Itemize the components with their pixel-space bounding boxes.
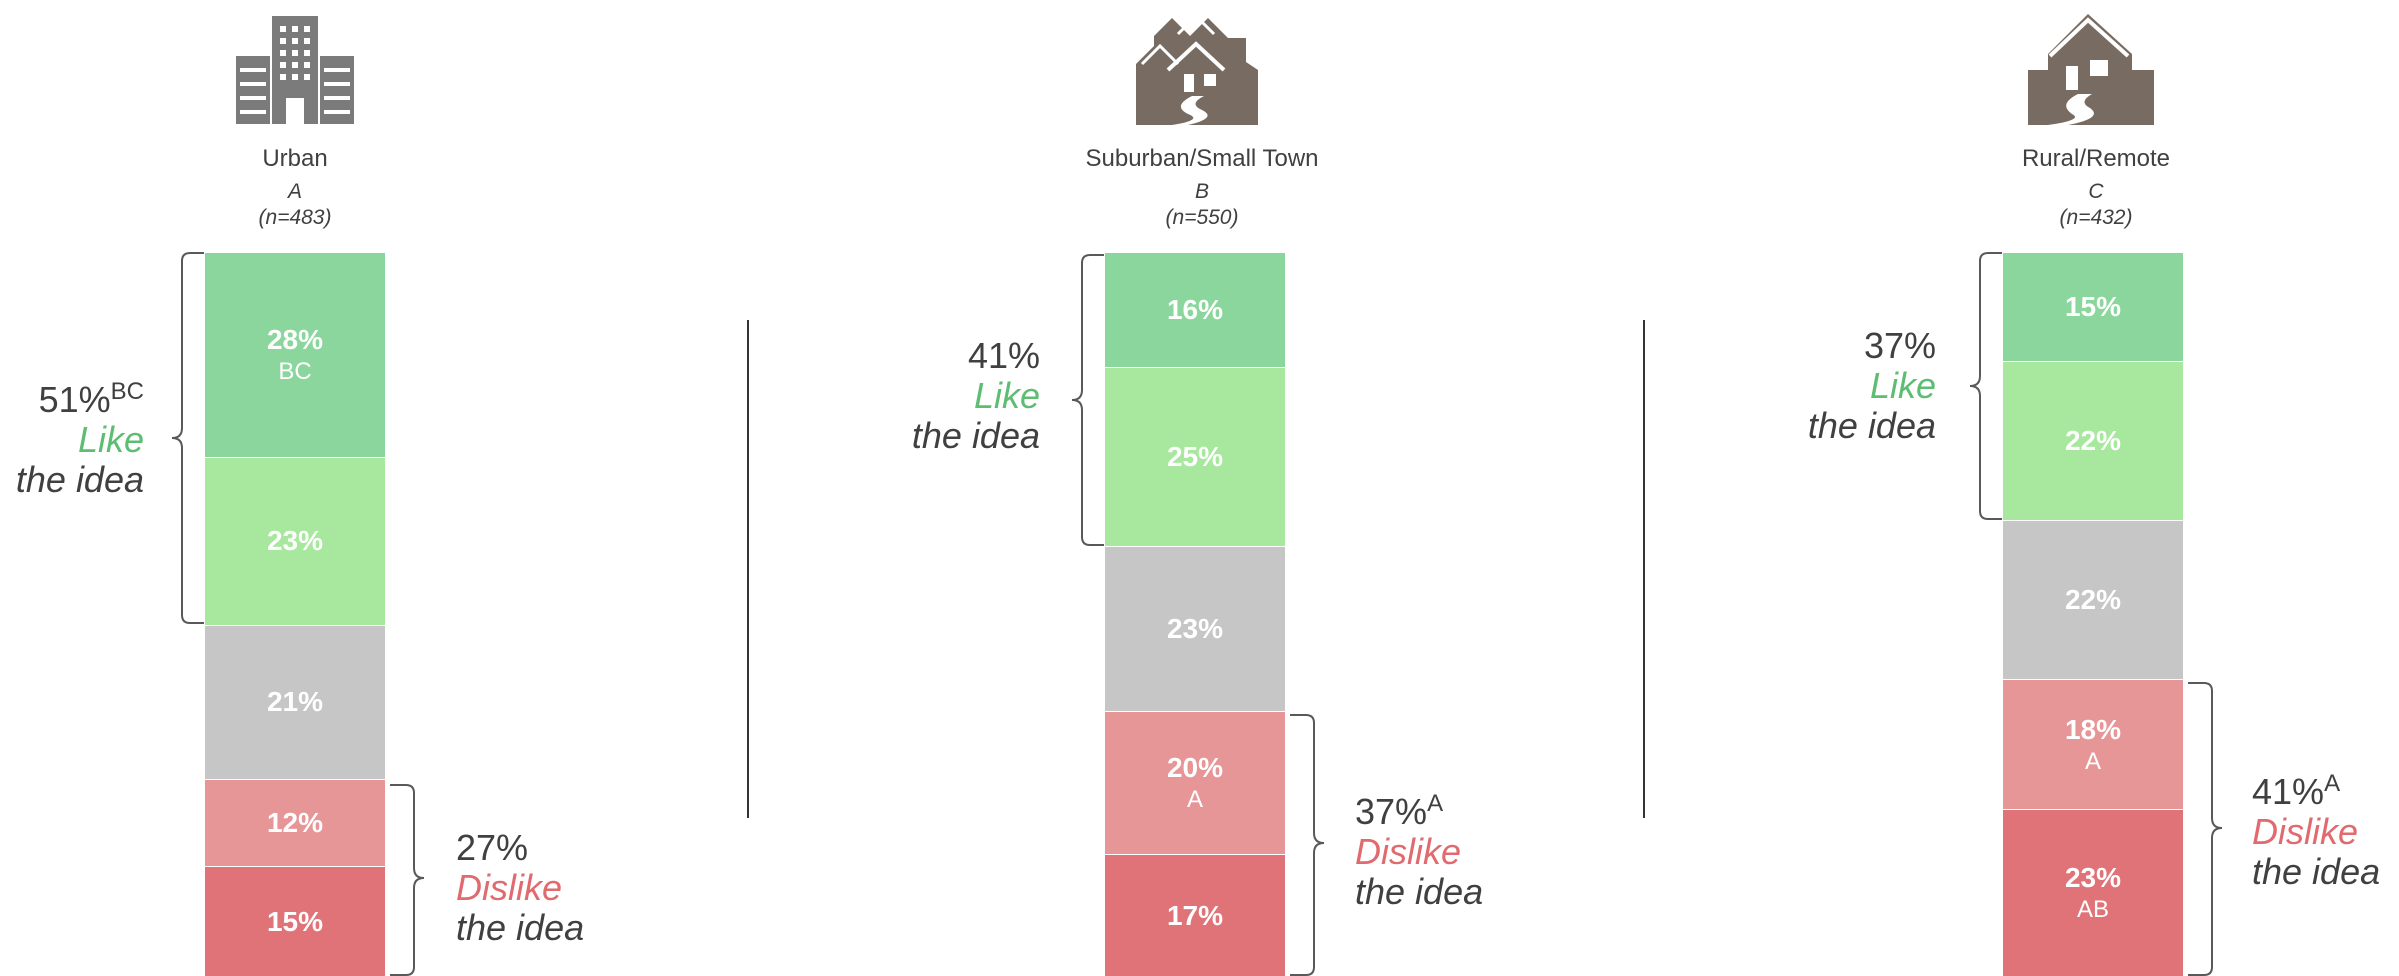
data-label: 16% xyxy=(1166,293,1224,325)
like-summary-label: 37% Like the idea xyxy=(1776,318,1936,446)
like-rest: the idea xyxy=(1807,405,1936,446)
dislike-percent: 37% xyxy=(1355,791,1428,832)
sig-letters: A xyxy=(1186,785,1203,813)
section-divider xyxy=(1643,320,1645,818)
data-label: 22% xyxy=(2064,424,2122,456)
dislike-bracket xyxy=(1290,714,1325,976)
like-summary-label: 41% Like the idea xyxy=(880,328,1040,456)
data-label: 22% xyxy=(2064,584,2122,615)
sig-letters: BC xyxy=(278,357,312,385)
sig-letters: A xyxy=(2084,747,2101,775)
group-sample-size: (n=483) xyxy=(258,206,332,229)
group-letter: C xyxy=(2088,180,2104,203)
group-name: Rural/Remote xyxy=(2021,145,2171,172)
bar-segment-neutral: 23% xyxy=(1105,545,1285,711)
dislike-word: Dislike xyxy=(456,867,563,908)
bar-segment-strongly-like: 15% xyxy=(2003,252,2183,361)
group-letter: B xyxy=(1194,180,1209,203)
data-label: 23% xyxy=(266,525,324,557)
office-building-icon xyxy=(236,16,354,124)
group-sample-size: (n=550) xyxy=(1165,206,1239,229)
bar-segment-strongly-like: 16% xyxy=(1105,252,1285,367)
dislike-percent: 41% xyxy=(2252,771,2325,812)
stacked-bar: 16% 25% 23% 20% A 17% xyxy=(1105,252,1285,976)
dislike-percent: 27% xyxy=(456,827,529,868)
sig-letters: AB xyxy=(2076,896,2109,924)
bar-segment-somewhat-like: 25% xyxy=(1105,366,1285,546)
section-divider xyxy=(747,320,749,818)
data-label: 23% xyxy=(2064,862,2122,894)
group-letter: A xyxy=(287,180,302,203)
dislike-word: Dislike xyxy=(1355,831,1462,872)
stacked-bar: 28% BC 23% 21% 12% 15% xyxy=(205,252,385,976)
like-sig-letters: BC xyxy=(110,378,144,405)
data-label: 15% xyxy=(266,905,324,937)
bar-segment-strongly-like: 28% BC xyxy=(205,252,385,457)
dislike-bracket xyxy=(390,784,425,976)
bar-segment-strongly-dislike: 23% AB xyxy=(2003,809,2183,976)
like-rest: the idea xyxy=(15,459,144,500)
bar-segment-neutral: 22% xyxy=(2003,519,2183,680)
like-bracket xyxy=(171,252,204,624)
suburban-houses-icon xyxy=(1136,13,1258,125)
dislike-rest: the idea xyxy=(2252,851,2381,892)
dislike-rest: the idea xyxy=(456,907,585,948)
bar-segment-strongly-dislike: 15% xyxy=(205,866,385,976)
bar-segment-somewhat-dislike: 12% xyxy=(205,778,385,867)
like-word: Like xyxy=(1869,365,1936,406)
bar-segment-somewhat-dislike: 18% A xyxy=(2003,679,2183,810)
data-label: 25% xyxy=(1166,440,1224,472)
like-percent: 37% xyxy=(1863,325,1936,366)
like-word: Like xyxy=(77,419,144,460)
dislike-word: Dislike xyxy=(2252,811,2359,852)
data-label: 12% xyxy=(266,806,324,838)
bar-segment-neutral: 21% xyxy=(205,624,385,779)
bar-segment-somewhat-dislike: 20% A xyxy=(1105,710,1285,855)
like-bracket xyxy=(1071,254,1104,546)
data-label: 21% xyxy=(266,686,324,718)
dislike-summary-label: 41%A Dislike the idea xyxy=(2252,764,2380,892)
like-summary-label: 51%BC Like the idea xyxy=(0,372,144,500)
dislike-bracket xyxy=(2188,682,2223,976)
data-label: 28% xyxy=(266,323,324,355)
bar-segment-strongly-dislike: 17% xyxy=(1105,854,1285,976)
like-percent: 41% xyxy=(967,335,1040,376)
like-rest: the idea xyxy=(911,415,1040,456)
like-bracket xyxy=(1969,252,2002,520)
stacked-bar: 15% 22% 22% 18% A 23% AB xyxy=(2003,252,2183,976)
dislike-summary-label: 37%A Dislike the idea xyxy=(1355,784,1483,912)
group-name: Suburban/Small Town xyxy=(1085,145,1319,172)
group-sample-size: (n=432) xyxy=(2059,206,2133,229)
data-label: 18% xyxy=(2064,713,2122,745)
data-label: 15% xyxy=(2064,290,2122,322)
bar-segment-somewhat-like: 22% xyxy=(2003,360,2183,520)
like-word: Like xyxy=(973,375,1040,416)
data-label: 20% xyxy=(1166,751,1224,783)
rural-house-icon xyxy=(2028,14,2154,125)
dislike-sig-letters: A xyxy=(1427,790,1444,817)
dislike-rest: the idea xyxy=(1355,871,1484,912)
like-percent: 51% xyxy=(38,379,111,420)
data-label: 23% xyxy=(1166,612,1224,644)
dislike-summary-label: 27% Dislike the idea xyxy=(456,820,584,948)
bar-segment-somewhat-like: 23% xyxy=(205,456,385,625)
dislike-sig-letters: A xyxy=(2324,770,2341,797)
data-label: 17% xyxy=(1166,899,1224,931)
group-name: Urban xyxy=(262,145,328,172)
